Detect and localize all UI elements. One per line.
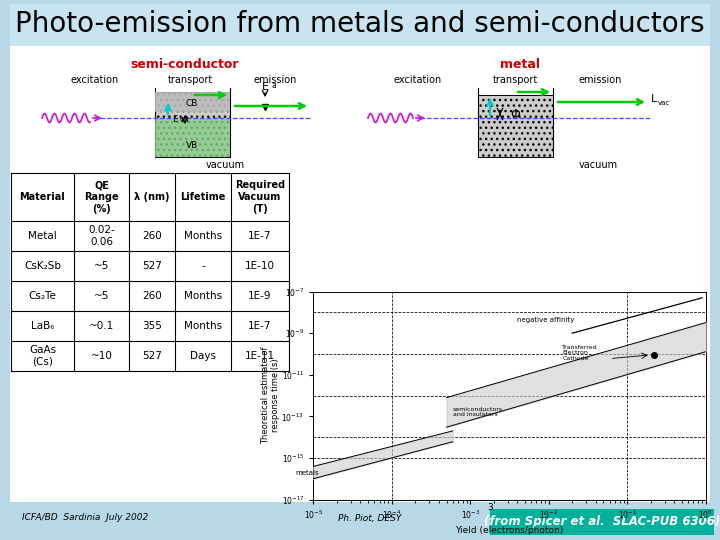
X-axis label: Yield (electrons/photon): Yield (electrons/photon) [455,526,564,536]
Text: excitation: excitation [394,75,442,85]
Text: 3: 3 [487,503,493,512]
Text: excitation: excitation [71,75,119,85]
Text: Days: Days [190,351,216,361]
Text: 355: 355 [142,321,162,331]
Text: Φ: Φ [510,107,520,120]
Text: LaB₆: LaB₆ [31,321,54,331]
Text: 1E-10: 1E-10 [245,261,275,271]
Text: Lifetime: Lifetime [180,192,225,202]
Text: vac: vac [658,100,670,106]
Bar [10,42,710,502]
Text: (from Spicer et al.  SLAC-PUB 6306): (from Spicer et al. SLAC-PUB 6306) [484,516,720,529]
Text: ICFA/BD  Sardinia  July 2002: ICFA/BD Sardinia July 2002 [22,514,148,523]
Text: metal: metal [500,57,540,71]
Text: 1E-7: 1E-7 [248,321,271,331]
Text: Required
Vacuum
(T): Required Vacuum (T) [235,180,285,214]
Text: Photo-emission from metals and semi-conductors: Photo-emission from metals and semi-cond… [15,10,705,38]
Bar [478,95,553,157]
Bar [155,92,230,157]
Text: Transferred
Electron
Cathode: Transferred Electron Cathode [562,345,598,361]
Text: 1E-9: 1E-9 [248,291,271,301]
Text: ~5: ~5 [94,261,109,271]
Text: CsK₂Sb: CsK₂Sb [24,261,61,271]
Text: 260: 260 [142,291,162,301]
Text: 527: 527 [142,351,162,361]
Text: transport: transport [492,75,538,85]
Text: CB: CB [186,98,198,107]
Text: 527: 527 [142,261,162,271]
Text: VB: VB [186,140,198,150]
Bar [155,92,230,112]
Text: ~10: ~10 [91,351,112,361]
Text: L: L [651,94,657,104]
Text: E: E [261,82,269,92]
Text: negative affinity: negative affinity [518,317,575,323]
Text: 0.02-
0.06: 0.02- 0.06 [88,225,115,247]
Text: semiconductors
and insulators: semiconductors and insulators [453,407,503,417]
Text: g: g [180,117,184,122]
Text: vacuum: vacuum [578,160,618,170]
Text: metals: metals [296,470,320,476]
Text: semi-conductor: semi-conductor [131,57,239,71]
Text: transport: transport [167,75,212,85]
Text: GaAs
(Cs): GaAs (Cs) [29,345,56,367]
Bar [490,509,714,535]
Text: Months: Months [184,291,222,301]
Bar [10,4,710,46]
Text: Ph. Piot, DESY: Ph. Piot, DESY [338,514,402,523]
Text: vacuum: vacuum [205,160,245,170]
Text: QE
Range
(%): QE Range (%) [84,180,119,214]
Text: Months: Months [184,231,222,241]
Y-axis label: Theoretical estimate of
response time (s): Theoretical estimate of response time (s… [261,347,280,444]
Text: Cs₂Te: Cs₂Te [29,291,56,301]
Text: Months: Months [184,321,222,331]
Text: ~0.1: ~0.1 [89,321,114,331]
Bar [155,119,230,157]
Bar [478,95,553,157]
Text: emission: emission [253,75,297,85]
Text: E: E [172,116,177,125]
Text: -: - [201,261,205,271]
Text: 260: 260 [142,231,162,241]
Text: a: a [271,81,276,90]
Text: emission: emission [578,75,621,85]
Text: Metal: Metal [28,231,57,241]
Text: 1E-11: 1E-11 [245,351,275,361]
Text: Material: Material [19,192,66,202]
Text: λ (nm): λ (nm) [134,192,170,202]
Text: 1E-7: 1E-7 [248,231,271,241]
Text: ~5: ~5 [94,291,109,301]
